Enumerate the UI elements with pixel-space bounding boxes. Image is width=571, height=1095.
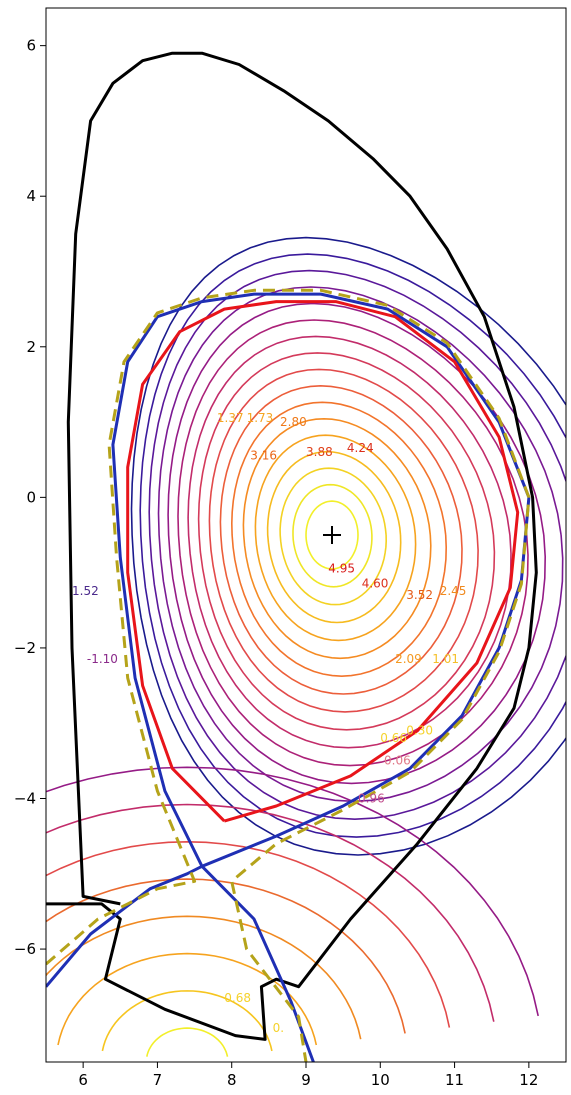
boundary-line xyxy=(128,302,518,822)
y-tick-label: −2 xyxy=(14,639,36,657)
contour-label: 3.52 xyxy=(406,588,433,602)
y-tick-label: −6 xyxy=(14,940,36,958)
contour-label: 4.24 xyxy=(347,441,374,455)
contour-label: 2.09 xyxy=(395,652,422,666)
magnetic-axis-marker xyxy=(323,526,341,544)
plot-area xyxy=(0,53,571,1062)
contour-label: 0. xyxy=(273,1021,284,1035)
contour-label: 3.16 xyxy=(250,449,277,463)
contour-label: 4.95 xyxy=(328,562,355,576)
contour-line xyxy=(268,452,401,623)
x-tick-label: 7 xyxy=(153,1071,163,1089)
y-tick-label: 6 xyxy=(26,37,36,55)
contour-label: 1.37 xyxy=(217,411,244,425)
x-tick-label: 10 xyxy=(371,1071,390,1089)
contour-line xyxy=(149,271,571,820)
divertor-contour-line xyxy=(147,1028,228,1057)
x-tick-label: 12 xyxy=(519,1071,538,1089)
x-tick-label: 6 xyxy=(78,1071,88,1089)
contour-label: 1.73 xyxy=(247,411,274,425)
separatrix-line xyxy=(46,294,529,1062)
divertor-contour-line xyxy=(0,879,405,1033)
x-tick-label: 9 xyxy=(301,1071,311,1089)
contour-label: 2.45 xyxy=(440,584,467,598)
y-tick-label: 0 xyxy=(26,488,36,506)
x-tick-label: 8 xyxy=(227,1071,237,1089)
contour-label: 3.88 xyxy=(306,445,333,459)
y-tick-label: −4 xyxy=(14,790,36,808)
contour-label: -1.10 xyxy=(87,652,118,666)
contour-line xyxy=(159,287,563,801)
y-tick-label: 4 xyxy=(26,187,36,205)
y-tick-label: 2 xyxy=(26,338,36,356)
x-tick-label: 11 xyxy=(445,1071,464,1089)
contour-label: 1.52 xyxy=(72,584,99,598)
contour-label: 0.96 xyxy=(358,791,385,805)
contour-line xyxy=(255,435,415,640)
contour-label: 0.66 xyxy=(380,731,407,745)
contour-label: 1.01 xyxy=(432,652,459,666)
contour-label: 4.60 xyxy=(362,577,389,591)
contour-line xyxy=(232,402,446,676)
contour-label: 0.06 xyxy=(384,754,411,768)
contour-line xyxy=(199,353,495,730)
contour-line xyxy=(188,336,511,747)
contour-label: 0.30 xyxy=(406,724,433,738)
contour-label: 0.68 xyxy=(224,991,251,1005)
contour-label: 2.80 xyxy=(280,415,307,429)
